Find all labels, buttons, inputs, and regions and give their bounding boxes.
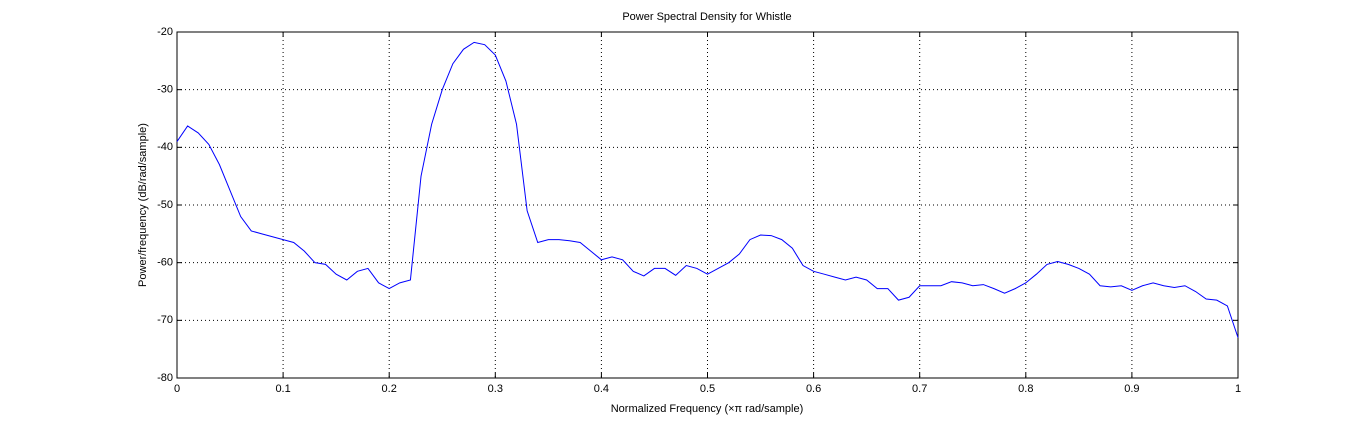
- y-tick-label: -20: [157, 26, 173, 38]
- y-tick-label: -30: [157, 84, 173, 96]
- x-tick-label: 0.3: [488, 383, 503, 395]
- x-tick-label: 1: [1235, 383, 1241, 395]
- chart-title: Power Spectral Density for Whistle: [622, 11, 791, 23]
- y-tick-label: -70: [157, 314, 173, 326]
- data-line: [176, 41, 1239, 338]
- y-tick-label: -80: [157, 372, 173, 384]
- y-tick-label: -50: [157, 199, 173, 211]
- x-tick-label: 0.7: [912, 383, 927, 395]
- y-tick-label: -60: [157, 257, 173, 269]
- x-tick-label: 0.4: [594, 383, 609, 395]
- x-tick-label: 0.1: [275, 383, 290, 395]
- x-tick-label: 0.9: [1124, 383, 1139, 395]
- x-axis-label: Normalized Frequency (×π rad/sample): [611, 403, 804, 415]
- y-axis-label: Power/frequency (dB/rad/sample): [137, 123, 149, 287]
- x-tick-label: 0.5: [700, 383, 715, 395]
- plot-frame: [176, 31, 1239, 379]
- y-tick-label: -40: [157, 141, 173, 153]
- x-tick-label: 0.2: [382, 383, 397, 395]
- x-tick-label: 0: [174, 383, 180, 395]
- x-tick-label: 0.6: [806, 383, 821, 395]
- x-tick-label: 0.8: [1018, 383, 1033, 395]
